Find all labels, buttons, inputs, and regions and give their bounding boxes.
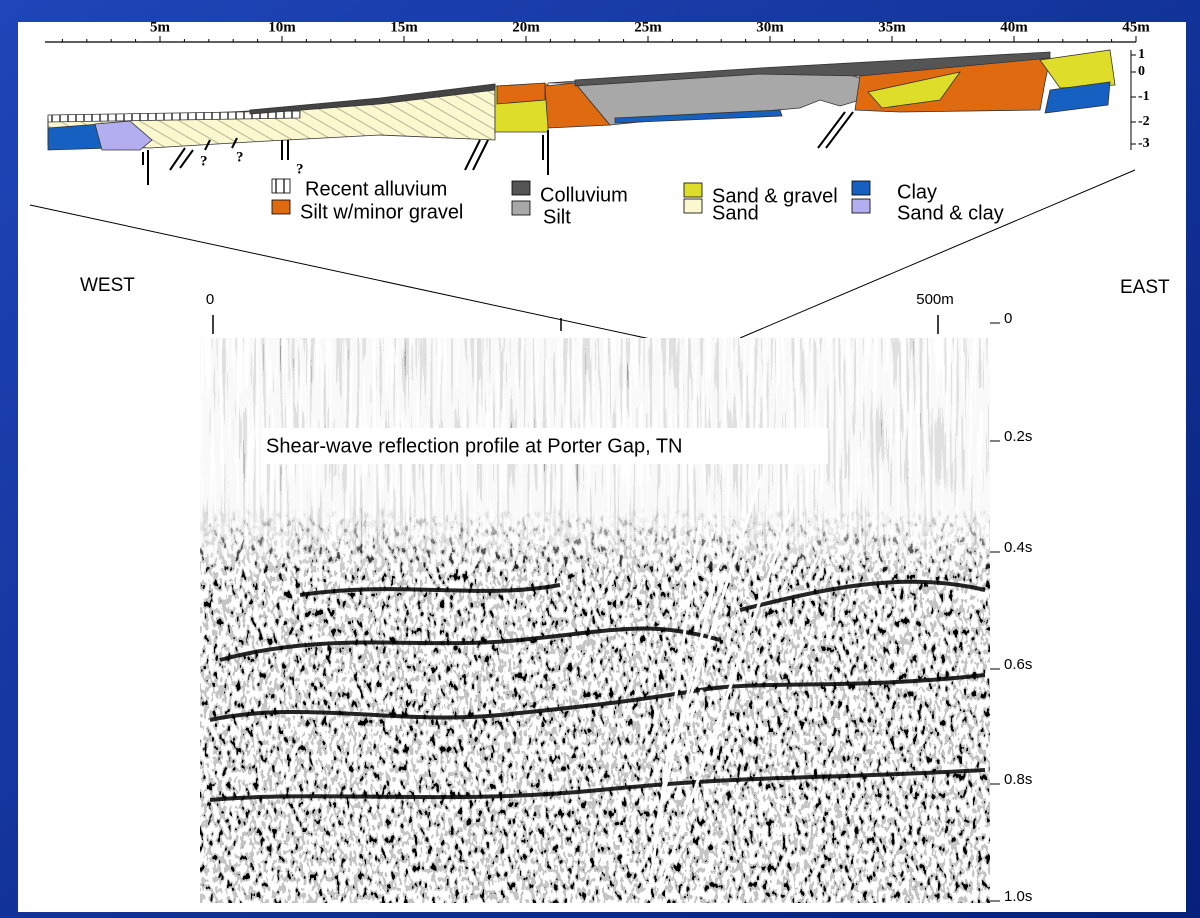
question-mark: ? — [296, 161, 304, 177]
zoom-line — [739, 169, 1136, 339]
scale-label: 20m — [512, 19, 540, 35]
legend-swatch — [271, 199, 291, 215]
depth-label: -3 — [1138, 136, 1150, 151]
distance-label: 0 — [206, 291, 214, 308]
question-mark: ? — [236, 149, 244, 165]
legend-swatch — [683, 182, 703, 198]
legend-label: Colluvium — [540, 184, 628, 206]
legend-label: Clay — [897, 181, 937, 203]
time-label: 0.8s — [1004, 771, 1032, 788]
caption: Shear-wave reflection profile at Porter … — [266, 435, 682, 457]
time-label: 0.2s — [1004, 428, 1032, 445]
cross-section — [47, 49, 1116, 151]
scale-label: 40m — [1000, 19, 1028, 35]
time-label: 0.6s — [1004, 656, 1032, 673]
scale-label: 45m — [1122, 19, 1150, 35]
time-label: 0.4s — [1004, 539, 1032, 556]
depth-label: -1 — [1138, 89, 1150, 104]
time-label: 0 — [1004, 310, 1012, 327]
scale-label: 5m — [150, 19, 171, 35]
legend-label: Silt w/minor gravel — [300, 201, 463, 223]
fault-symbols — [142, 111, 854, 185]
legend-swatch — [851, 198, 871, 214]
legend-swatch — [683, 198, 703, 214]
legend-label: Recent alluvium — [305, 178, 447, 200]
legend-swatch — [511, 200, 531, 216]
distance-label: 500m — [916, 291, 954, 308]
legend-label: Sand & clay — [897, 202, 1004, 224]
caption-box — [262, 428, 828, 464]
scale-label: 35m — [878, 19, 906, 35]
legend-label: Silt — [543, 206, 571, 228]
depth-label: 1 — [1138, 47, 1145, 62]
legend-swatch — [511, 180, 531, 196]
scale-label: 25m — [634, 19, 662, 35]
legend-label: Sand & gravel — [712, 185, 838, 207]
seismic-image — [200, 338, 990, 903]
scale-label: 15m — [390, 19, 418, 35]
west-label: WEST — [80, 275, 135, 296]
question-mark: ? — [200, 153, 208, 169]
zoom-line — [29, 204, 656, 341]
legend-label: Sand — [712, 202, 759, 224]
legend-swatch — [271, 178, 291, 194]
time-label: 1.0s — [1004, 888, 1032, 905]
scale-label: 10m — [268, 19, 296, 35]
legend-swatch — [851, 180, 871, 196]
depth-label: -2 — [1138, 114, 1150, 129]
scale-label: 30m — [756, 19, 784, 35]
depth-label: 0 — [1138, 64, 1145, 79]
east-label: EAST — [1120, 277, 1170, 298]
